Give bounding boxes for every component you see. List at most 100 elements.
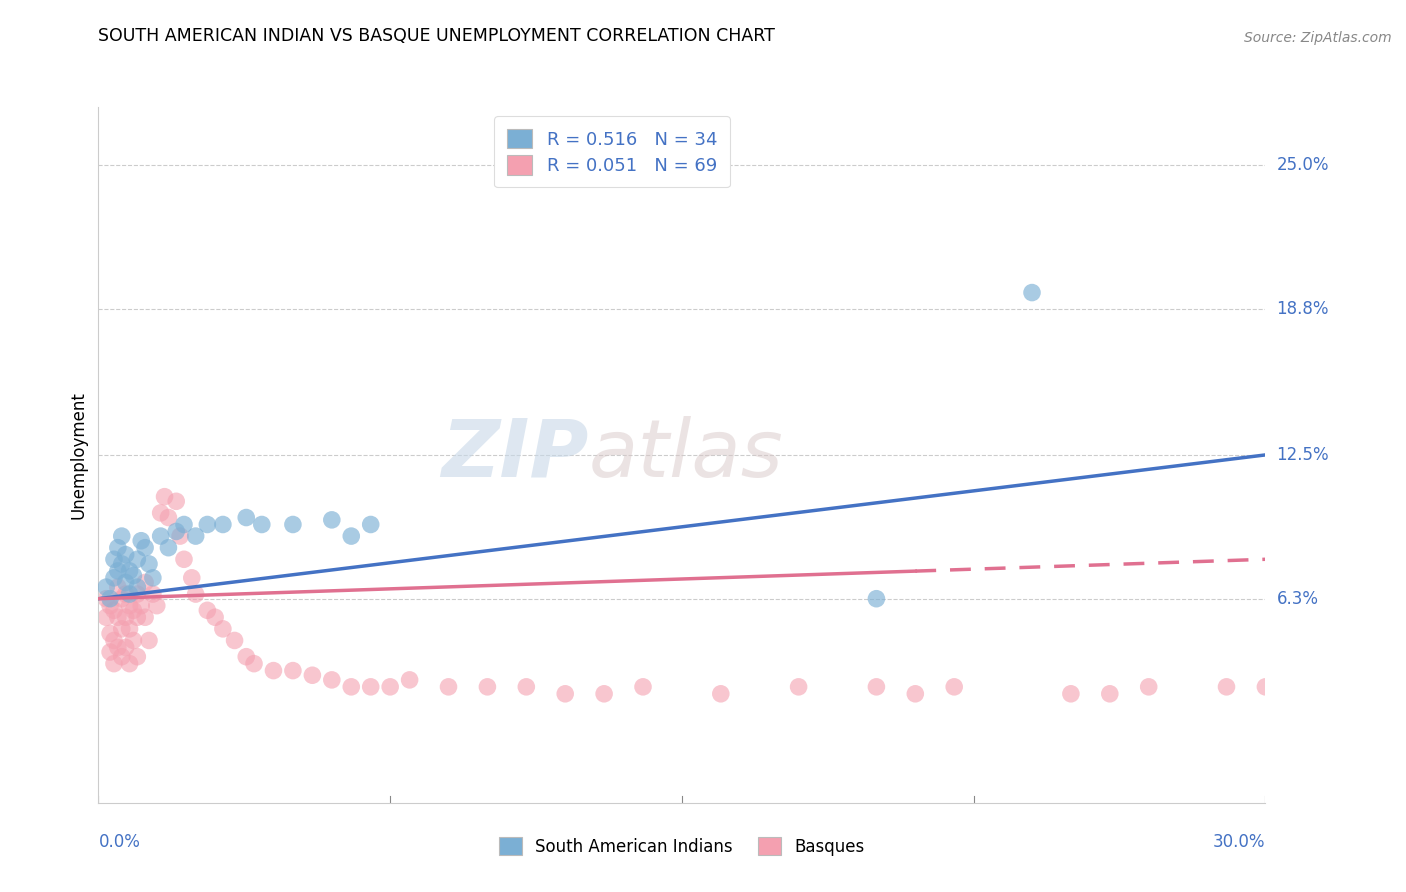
Point bbox=[321, 673, 343, 687]
Point bbox=[250, 517, 273, 532]
Point bbox=[98, 645, 121, 659]
Point bbox=[114, 640, 136, 655]
Point bbox=[96, 591, 118, 606]
Point bbox=[1098, 687, 1121, 701]
Text: SOUTH AMERICAN INDIAN VS BASQUE UNEMPLOYMENT CORRELATION CHART: SOUTH AMERICAN INDIAN VS BASQUE UNEMPLOY… bbox=[98, 27, 775, 45]
Point bbox=[710, 687, 733, 701]
Point bbox=[378, 680, 402, 694]
Point bbox=[134, 541, 156, 555]
Text: 12.5%: 12.5% bbox=[1277, 446, 1329, 464]
Point bbox=[943, 680, 966, 694]
Point bbox=[138, 557, 160, 571]
Point bbox=[301, 668, 323, 682]
Point bbox=[118, 587, 141, 601]
Point bbox=[98, 626, 121, 640]
Point bbox=[127, 610, 149, 624]
Point bbox=[98, 591, 121, 606]
Point bbox=[235, 510, 257, 524]
Point bbox=[111, 529, 134, 543]
Point bbox=[195, 603, 218, 617]
Y-axis label: Unemployment: Unemployment bbox=[69, 391, 87, 519]
Point bbox=[114, 610, 136, 624]
Point bbox=[904, 687, 927, 701]
Point bbox=[111, 622, 134, 636]
Point bbox=[398, 673, 420, 687]
Point bbox=[127, 552, 149, 566]
Point bbox=[212, 517, 235, 532]
Point bbox=[224, 633, 246, 648]
Point bbox=[212, 622, 235, 636]
Point bbox=[118, 622, 141, 636]
Point bbox=[111, 649, 134, 664]
Point bbox=[142, 587, 165, 601]
Point bbox=[107, 640, 129, 655]
Point bbox=[235, 649, 257, 664]
Point bbox=[114, 587, 136, 601]
Point bbox=[107, 610, 129, 624]
Point bbox=[146, 599, 169, 613]
Point bbox=[184, 529, 207, 543]
Text: 25.0%: 25.0% bbox=[1277, 156, 1329, 174]
Point bbox=[149, 529, 172, 543]
Point bbox=[340, 529, 363, 543]
Point bbox=[103, 571, 125, 585]
Point bbox=[138, 633, 160, 648]
Text: 30.0%: 30.0% bbox=[1213, 833, 1265, 851]
Point bbox=[262, 664, 284, 678]
Point bbox=[127, 587, 149, 601]
Point bbox=[195, 517, 218, 532]
Point bbox=[114, 575, 136, 590]
Point bbox=[1215, 680, 1237, 694]
Point bbox=[96, 610, 118, 624]
Point bbox=[98, 599, 121, 613]
Point bbox=[129, 533, 152, 548]
Point bbox=[111, 591, 134, 606]
Point bbox=[122, 603, 145, 617]
Point bbox=[142, 571, 165, 585]
Point bbox=[127, 580, 149, 594]
Point bbox=[107, 564, 129, 578]
Point bbox=[118, 599, 141, 613]
Point bbox=[243, 657, 266, 671]
Point bbox=[173, 552, 195, 566]
Point bbox=[631, 680, 654, 694]
Point bbox=[127, 649, 149, 664]
Point bbox=[122, 568, 145, 582]
Text: atlas: atlas bbox=[589, 416, 783, 494]
Point bbox=[103, 552, 125, 566]
Point bbox=[107, 580, 129, 594]
Point bbox=[787, 680, 810, 694]
Point bbox=[1137, 680, 1160, 694]
Text: 6.3%: 6.3% bbox=[1277, 590, 1319, 607]
Point bbox=[360, 517, 382, 532]
Point bbox=[180, 571, 202, 585]
Point bbox=[157, 510, 180, 524]
Text: ZIP: ZIP bbox=[441, 416, 589, 494]
Point bbox=[149, 506, 172, 520]
Point bbox=[118, 657, 141, 671]
Point bbox=[103, 603, 125, 617]
Point bbox=[865, 591, 887, 606]
Point bbox=[96, 580, 118, 594]
Point bbox=[340, 680, 363, 694]
Point bbox=[1254, 680, 1277, 694]
Point bbox=[165, 524, 187, 539]
Point bbox=[129, 599, 152, 613]
Point bbox=[1060, 687, 1083, 701]
Point bbox=[111, 557, 134, 571]
Point bbox=[281, 664, 304, 678]
Point bbox=[153, 490, 176, 504]
Point bbox=[281, 517, 304, 532]
Point bbox=[118, 564, 141, 578]
Point bbox=[477, 680, 499, 694]
Point bbox=[173, 517, 195, 532]
Text: 0.0%: 0.0% bbox=[98, 833, 141, 851]
Point bbox=[1021, 285, 1043, 300]
Point bbox=[184, 587, 207, 601]
Point bbox=[165, 494, 187, 508]
Point bbox=[103, 633, 125, 648]
Point bbox=[515, 680, 537, 694]
Point bbox=[114, 548, 136, 562]
Point bbox=[865, 680, 887, 694]
Point bbox=[134, 575, 156, 590]
